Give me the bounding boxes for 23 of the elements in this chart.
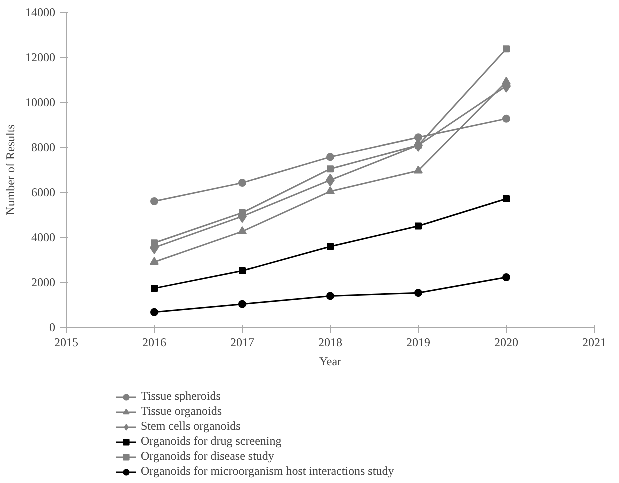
legend-label: Organoids for drug screening: [141, 434, 282, 449]
y-tick-label: 2000: [32, 276, 56, 290]
x-tick-label: 2019: [406, 336, 430, 350]
y-tick-label: 8000: [32, 140, 56, 154]
x-tick-label: 2021: [582, 336, 606, 350]
y-tick-label: 10000: [26, 96, 56, 110]
y-tick-label: 4000: [32, 230, 56, 244]
legend-label: Organoids for disease study: [141, 449, 274, 464]
x-tick-label: 2016: [142, 336, 166, 350]
y-tick-label: 12000: [26, 50, 56, 64]
x-tick-label: 2020: [494, 336, 518, 350]
x-axis-title: Year: [319, 354, 342, 368]
y-tick-label: 6000: [32, 186, 56, 200]
x-tick-label: 2017: [230, 336, 254, 350]
legend-label: Stem cells organoids: [141, 419, 241, 434]
legend-label: Tissue spheroids: [141, 389, 221, 404]
x-tick-label: 2015: [54, 336, 78, 350]
y-tick-label: 0: [50, 320, 56, 334]
legend-label: Tissue organoids: [141, 404, 222, 419]
x-tick-label: 2018: [318, 336, 342, 350]
legend-label: Organoids for microorganism host interactions study: [141, 464, 394, 479]
y-tick-label: 14000: [26, 6, 56, 20]
y-axis-title: Number of Results: [4, 124, 18, 216]
